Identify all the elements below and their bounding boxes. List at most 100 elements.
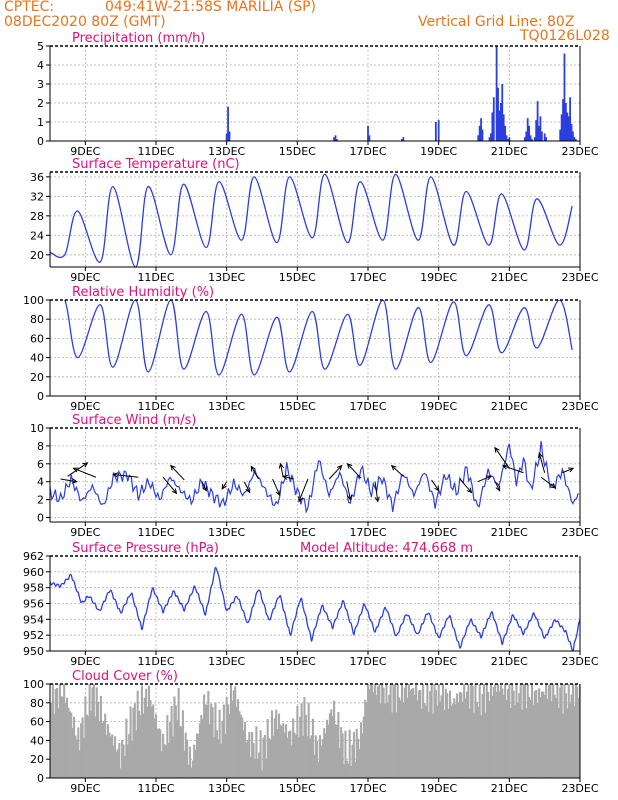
cloud-bar [170,706,173,778]
cloud-bar [432,713,435,778]
wind-arrow [280,463,284,478]
cloud-bar [478,684,481,778]
precip-bar [566,112,569,141]
cloud-bar [82,738,86,778]
cloud-bar [368,689,371,778]
wind-arrow-head [346,494,353,501]
cloud-bar [146,706,149,778]
cloud-bar [488,700,491,778]
cloud-bar [378,684,381,778]
cloud-bar [74,735,77,778]
header-source: CPTEC: [4,0,55,15]
wind-ytick-label: 6 [37,458,44,471]
cloud-bar [355,728,358,778]
cloud-bar [229,684,233,778]
cloud-bar [169,722,172,778]
precip-bar [434,122,437,141]
cloud-bar [498,691,501,778]
wind-arrow-head [494,446,500,453]
pres-ytick-label: 960 [23,566,44,579]
precip-ytick-label: 5 [37,40,44,53]
cloud-bar [227,704,230,778]
precip-bar [567,116,570,141]
cloud-bar [556,684,559,778]
cloud-xtick-label: 9DEC [70,782,100,795]
wind-arrow-head [250,465,256,472]
cloud-bar [424,705,428,778]
cloud-bar [546,698,549,778]
cloud-bar [220,743,223,778]
pres-subtitle: Model Altitude: 474.668 m [300,541,473,556]
cloud-bar [398,697,401,778]
cloud-bar [231,700,234,778]
wind-arrow [374,481,379,502]
cloud-bar [463,684,466,778]
cloud-bar [347,763,350,778]
cloud-bar [58,684,61,778]
cloud-bar [365,702,368,778]
cloud-bar [495,692,498,778]
cloud-bar [135,730,138,778]
cloud-bar [65,697,69,778]
cloud-bar [197,733,200,778]
cloud-bar [427,711,430,778]
precip-bar [533,137,536,141]
precip-bar [560,114,563,141]
cloud-bar [554,698,558,778]
wind-ytick-label: 2 [37,494,44,507]
cloud-bar [412,688,415,778]
cloud-bar [121,740,124,778]
cloud-bar [71,728,74,778]
cloud-bar [354,762,357,778]
cloud-bar [330,709,333,778]
precip-bar [490,133,492,141]
wind-ytick-label: 4 [37,476,44,489]
cloud-bar [420,708,423,778]
temp-ytick-label: 24 [30,229,44,242]
cloud-bar [273,718,276,778]
rh-series [50,300,573,376]
cloud-bar [313,755,316,778]
temp-series [50,173,573,267]
wind-arrow-head [537,451,543,459]
wind-ytick-label: 0 [37,512,44,525]
cloud-bar [450,705,453,778]
wind-ytick-label: 8 [37,440,44,453]
precip-xtick-label: 11DEC [137,145,174,158]
cloud-bar [98,721,101,778]
rh-xtick-label: 21DEC [491,400,528,413]
wind-arrow [113,474,139,478]
cloud-bar [139,715,142,778]
cloud-bar [179,726,182,778]
cloud-bar [163,744,166,778]
cloud-bar [203,694,206,778]
wind-arrow-head [390,464,397,471]
precip-bar [545,137,547,141]
cloud-bar [198,723,201,778]
header-location: 049:41W-21:58S MARILIA (SP) [105,0,316,15]
cloud-bar [218,709,221,778]
cloud-bar [143,697,146,778]
cloud-bar [439,701,442,778]
cloud-bar [269,739,272,778]
cloud-bar [526,684,529,778]
cloud-bar [436,705,439,778]
cloud-bar [489,684,493,778]
cloud-bar [577,698,580,778]
cloud-bar [375,695,378,778]
cloud-bar [422,684,425,778]
wind-arrow-head [374,496,380,503]
cloud-bar [333,700,336,778]
cloud-bar [539,697,542,778]
cloud-bar [550,701,553,778]
cloud-bar [299,716,302,778]
cloud-bar [270,710,273,778]
cloud-bar [406,697,409,778]
cloud-bar [290,745,293,778]
cloud-bar [505,699,508,778]
cloud-bar [467,684,470,778]
precip-bar [572,131,574,141]
cloud-bar [382,687,385,778]
cloud-bar [180,726,183,778]
precip-xtick-label: 17DEC [349,145,386,158]
